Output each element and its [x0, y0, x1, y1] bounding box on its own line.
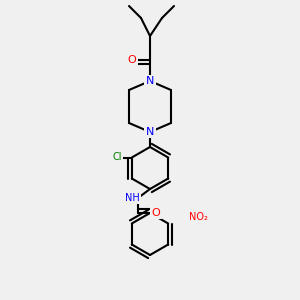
Text: N: N — [146, 76, 154, 86]
Text: NH: NH — [124, 193, 140, 203]
Text: O: O — [128, 55, 136, 65]
Text: N: N — [146, 127, 154, 137]
Text: NO₂: NO₂ — [189, 212, 208, 223]
Text: O: O — [152, 208, 160, 218]
Text: Cl: Cl — [112, 152, 122, 163]
